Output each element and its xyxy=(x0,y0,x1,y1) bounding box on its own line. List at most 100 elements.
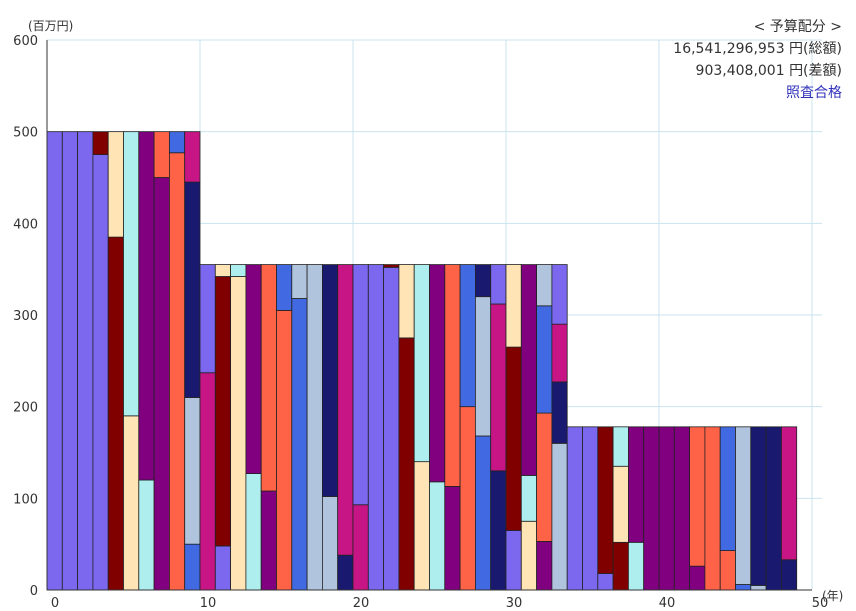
bar-segment-20-1 xyxy=(352,264,369,506)
bar-segment-24-1 xyxy=(413,264,430,463)
bar-segment-44-0 xyxy=(719,550,736,591)
x-tick-label: 0 xyxy=(51,596,59,611)
bar-segment-15-0 xyxy=(276,310,293,591)
y-tick-label: 500 xyxy=(13,126,38,141)
x-tick-label: 40 xyxy=(659,596,676,611)
bar-segment-33-2 xyxy=(551,323,568,383)
bar-segment-13-0 xyxy=(245,473,262,591)
budget-info-panel: < 予算配分 > 16,541,296,953 円(総額) 903,408,00… xyxy=(673,16,842,104)
budget-total: 16,541,296,953 円(総額) xyxy=(673,41,842,57)
x-tick-label: 10 xyxy=(200,596,217,611)
bar-segment-26-0 xyxy=(444,486,461,591)
bar-segment-11-2 xyxy=(214,264,232,277)
bar-segment-41-0 xyxy=(673,426,690,591)
budget-heading: < 予算配分 > xyxy=(753,19,842,35)
bar-segment-23-1 xyxy=(398,264,415,339)
y-tick-labels: 0 100 200 300 400 500 600 xyxy=(13,34,38,599)
bar-segment-36-1 xyxy=(597,426,614,574)
bar-segment-14-0 xyxy=(260,490,277,591)
bar-segment-29-1 xyxy=(490,303,507,472)
y-tick-label: 300 xyxy=(13,309,38,324)
bar-segment-5-1 xyxy=(123,131,140,417)
bar-segment-19-0 xyxy=(337,554,354,591)
bar-segment-47-0 xyxy=(765,426,782,591)
y-axis-unit: (百万円) xyxy=(28,19,73,33)
bar-segment-37-1 xyxy=(612,465,629,543)
bar-segment-23-0 xyxy=(398,337,415,591)
bar-segment-29-0 xyxy=(490,470,507,591)
bar-segment-31-2 xyxy=(520,264,537,476)
bar-segment-25-1 xyxy=(429,264,446,483)
y-tick-label: 0 xyxy=(30,584,38,599)
bar-segment-10-1 xyxy=(199,264,216,374)
bar-segment-16-1 xyxy=(291,264,308,299)
bar-segment-10-0 xyxy=(199,372,216,591)
y-tick-label: 600 xyxy=(13,34,38,49)
bar-segment-35-0 xyxy=(582,426,599,591)
bar-segment-15-1 xyxy=(276,264,293,311)
bar-segment-44-1 xyxy=(719,426,736,551)
bar-segment-32-3 xyxy=(536,264,553,307)
bar-segment-30-0 xyxy=(505,530,522,591)
axes xyxy=(46,40,812,591)
bar-segment-30-1 xyxy=(505,346,522,531)
bar-segment-38-1 xyxy=(628,426,645,543)
bar-segment-30-2 xyxy=(505,264,522,348)
bar-segment-28-1 xyxy=(474,296,492,437)
bar-segment-3-1 xyxy=(92,131,109,155)
bar-segment-4-0 xyxy=(107,236,124,591)
bar-segment-6-1 xyxy=(138,131,155,481)
stacked-bars xyxy=(46,131,798,591)
x-tick-label: 20 xyxy=(353,596,370,611)
bar-segment-29-2 xyxy=(490,264,507,305)
bar-segment-40-0 xyxy=(658,426,675,591)
bar-segment-28-2 xyxy=(474,264,492,298)
bar-segment-14-1 xyxy=(260,264,277,492)
bar-segment-18-0 xyxy=(321,496,339,591)
bar-segment-46-1 xyxy=(750,426,767,586)
bar-segment-11-0 xyxy=(214,545,232,591)
bar-segment-42-1 xyxy=(689,426,706,567)
bar-segment-8-0 xyxy=(168,152,186,591)
bar-segment-48-0 xyxy=(781,559,798,591)
bar-segment-37-2 xyxy=(612,426,629,467)
bar-segment-32-0 xyxy=(536,541,553,591)
x-tick-labels: 0 10 20 30 40 50 xyxy=(51,596,828,611)
bar-segment-33-1 xyxy=(551,381,568,444)
bar-segment-37-0 xyxy=(612,541,629,591)
bar-segment-46-0 xyxy=(750,585,767,591)
bar-segment-32-1 xyxy=(536,412,553,542)
x-axis-unit: (年) xyxy=(822,589,843,603)
bar-segment-17-0 xyxy=(306,264,323,591)
budget-difference: 903,408,001 円(差額) xyxy=(695,63,842,79)
bar-segment-19-1 xyxy=(337,264,354,556)
bar-segment-25-0 xyxy=(429,481,446,591)
bar-segment-4-1 xyxy=(107,131,124,238)
bar-segment-6-0 xyxy=(138,479,155,591)
y-tick-label: 100 xyxy=(13,492,38,507)
bar-segment-33-0 xyxy=(551,442,568,591)
bar-segment-3-0 xyxy=(92,154,109,591)
bar-segment-16-0 xyxy=(291,298,308,591)
x-tick-label: 50 xyxy=(812,596,829,611)
bar-segment-22-0 xyxy=(383,266,400,591)
bar-segment-9-3 xyxy=(184,131,201,183)
bar-segment-21-0 xyxy=(367,264,384,591)
bar-segment-27-1 xyxy=(459,264,476,408)
bar-segment-27-0 xyxy=(459,406,476,591)
bar-segment-0-0 xyxy=(46,131,63,591)
bar-segment-48-1 xyxy=(781,426,798,561)
bar-segment-20-0 xyxy=(352,504,369,591)
bar-segment-38-0 xyxy=(628,541,645,591)
bar-segment-31-0 xyxy=(520,520,537,591)
bar-segment-1-0 xyxy=(61,131,78,591)
y-tick-label: 200 xyxy=(13,401,38,416)
bar-segment-13-1 xyxy=(245,264,262,474)
check-status: 照査合格 xyxy=(786,85,842,101)
bar-segment-39-0 xyxy=(643,426,660,591)
bar-segment-11-1 xyxy=(214,276,232,547)
bar-segment-9-0 xyxy=(184,543,201,591)
bar-segment-36-0 xyxy=(597,573,614,591)
bar-segment-18-1 xyxy=(321,264,339,497)
